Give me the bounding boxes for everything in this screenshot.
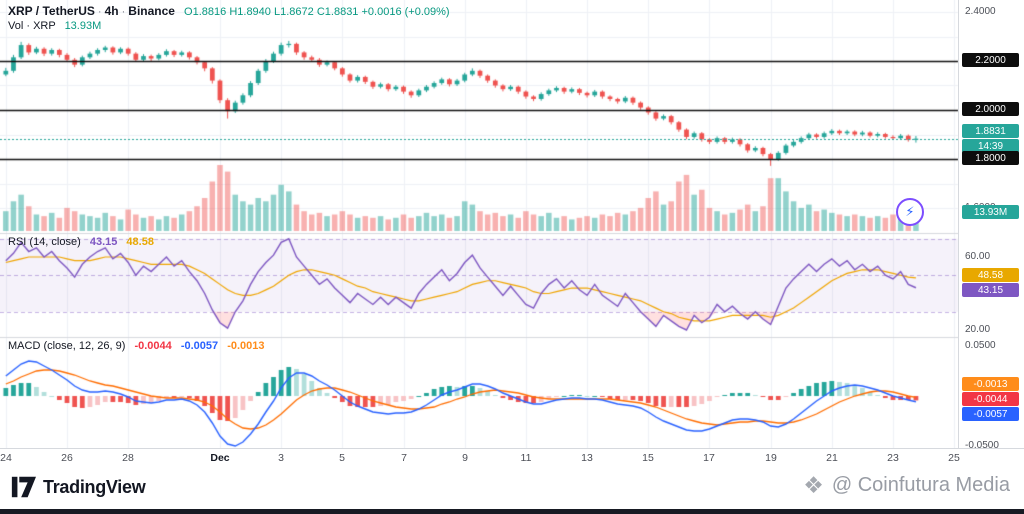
last-price-badge: 1.8831 (962, 124, 1019, 138)
footer-bar: TradingView ❖ @ Coinfutura Media (0, 468, 1024, 509)
tradingview-logo-mark (11, 476, 36, 498)
time-tick: 19 (765, 452, 777, 464)
tradingview-logo-text: TradingView (43, 476, 146, 497)
volume-label: Vol · XRP (8, 20, 56, 32)
separator-dot: · (121, 6, 126, 18)
macd-axis-label: 0.0500 (965, 340, 996, 351)
macd-signal-value: -0.0013 (227, 340, 265, 352)
macd-title: MACD (8, 340, 41, 352)
chart-canvas[interactable] (0, 0, 1024, 448)
time-tick: 11 (520, 452, 532, 464)
rsi-value: 43.15 (89, 236, 118, 248)
time-tick: 15 (642, 452, 654, 464)
boost-icon[interactable]: ⚡ (896, 198, 924, 226)
price-level-badge: 1.8000 (962, 151, 1019, 165)
time-tick: 21 (826, 452, 838, 464)
time-tick: 5 (339, 452, 345, 464)
interval-label[interactable]: 4h (104, 4, 119, 18)
symbol-legend[interactable]: XRP / TetherUS · 4h · Binance O1.8816 H1.894… (8, 4, 450, 18)
countdown-badge: 14:39 (962, 139, 1019, 153)
exchange-label: Binance (128, 4, 175, 18)
rsi-axis-label: 60.00 (965, 251, 991, 262)
time-tick: 13 (581, 452, 593, 464)
time-tick: 26 (61, 452, 73, 464)
time-tick: 7 (401, 452, 407, 464)
rsi-legend[interactable]: RSI (14, close) 43.15 48.58 (8, 236, 154, 248)
bottom-edge-strip (0, 509, 1024, 514)
time-tick: 23 (887, 452, 899, 464)
rsi-title: RSI (8, 236, 27, 248)
macd-params: (close, 12, 26, 9) (43, 340, 126, 352)
ohlc-close: C1.8831 (316, 6, 359, 18)
separator-dot: · (97, 6, 102, 18)
coinfutura-watermark: ❖ @ Coinfutura Media (803, 474, 1010, 497)
rsi-value-badge: 48.58 (962, 268, 1019, 282)
rsi-ma-value: 48.58 (126, 236, 154, 248)
macd-value-badge: -0.0013 (962, 377, 1019, 391)
time-axis[interactable]: 24 26 28 Dec 3 5 7 9 11 13 15 17 19 21 23 25 (0, 448, 1024, 469)
lightning-icon: ⚡ (905, 204, 915, 219)
tradingview-logo[interactable]: TradingView (10, 476, 146, 498)
coinfutura-text: @ Coinfutura Media (831, 474, 1010, 496)
ohlc-low: L1.8672 (273, 6, 314, 18)
time-tick: Dec (210, 452, 230, 464)
macd-line-value: -0.0057 (180, 340, 219, 352)
macd-hist-value: -0.0044 (134, 340, 172, 352)
time-tick: 28 (122, 452, 134, 464)
volume-badge: 13.93M (962, 205, 1019, 219)
time-tick: 24 (0, 452, 12, 464)
time-tick: 17 (703, 452, 715, 464)
rsi-axis-label: 20.00 (965, 324, 991, 335)
ohlc-high: H1.8940 (229, 6, 271, 18)
macd-axis-label: -0.0500 (965, 440, 999, 451)
ohlc-open: O1.8816 (184, 6, 227, 18)
macd-value-badge: -0.0044 (962, 392, 1019, 406)
volume-legend[interactable]: Vol · XRP 13.93M (8, 20, 101, 32)
price-axis-label: 2.4000 (965, 6, 996, 17)
macd-legend[interactable]: MACD (close, 12, 26, 9) -0.0044 -0.0057 … (8, 340, 265, 352)
time-tick: 25 (948, 452, 960, 464)
symbol-name[interactable]: XRP / TetherUS (8, 4, 95, 18)
coinfutura-icon: ❖ (803, 472, 824, 498)
change-value: +0.0016 (+0.09%) (361, 6, 450, 18)
volume-value: 13.93M (64, 20, 102, 32)
price-level-badge: 2.2000 (962, 53, 1019, 67)
time-tick: 3 (278, 452, 284, 464)
rsi-params: (14, close) (29, 236, 81, 248)
time-tick: 9 (462, 452, 468, 464)
price-level-badge: 2.0000 (962, 102, 1019, 116)
price-axis[interactable]: 2.40002.20002.00001.883114:391.80001.600… (958, 0, 1024, 451)
macd-value-badge: -0.0057 (962, 407, 1019, 421)
rsi-value-badge: 43.15 (962, 283, 1019, 297)
